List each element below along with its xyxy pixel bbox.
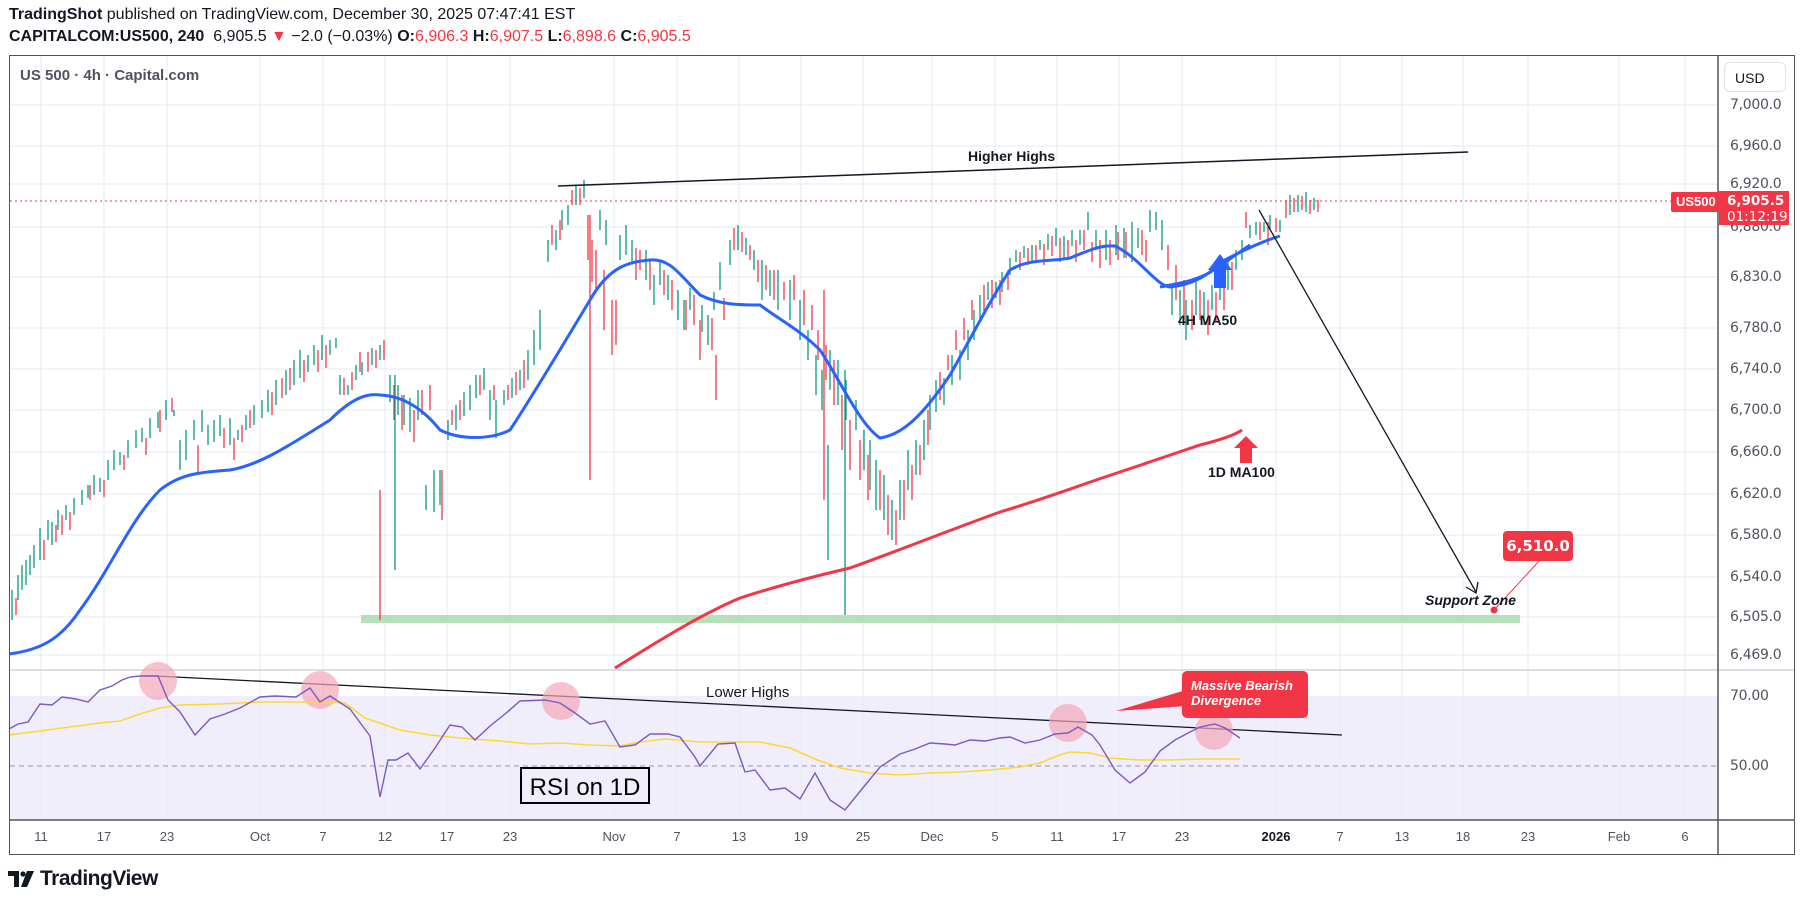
open-value: 6,906.3 <box>414 28 469 45</box>
time-axis-label: 12 <box>377 829 393 844</box>
lower-highs-label[interactable]: Lower Highs <box>706 684 790 701</box>
price-change: −2.0 (−0.03%) <box>291 28 393 45</box>
time-axis-label: Oct <box>249 829 271 844</box>
divergence-line1: Massive Bearish <box>1191 678 1293 693</box>
higher-highs-label[interactable]: Higher Highs <box>968 148 1056 164</box>
grid-vertical <box>40 56 1686 820</box>
rsi-label-box[interactable]: RSI on 1D <box>520 767 650 804</box>
price-axis-label: 7,000.0 <box>1730 97 1782 113</box>
price-axis-label: 6,505.0 <box>1730 609 1782 625</box>
last-price-value: 6,905.5 <box>1727 193 1785 209</box>
open-label: O: <box>397 28 415 45</box>
candles <box>11 180 1319 620</box>
symbol-legend: CAPITALCOM:US500, 240 6,905.5 ▼ −2.0 (−0… <box>9 28 691 46</box>
target-point <box>1490 606 1498 614</box>
rsi-band <box>10 696 1718 820</box>
time-axis-label: 23 <box>1174 829 1190 844</box>
ma100-label[interactable]: 1D MA100 <box>1208 464 1275 480</box>
divergence-line2: Divergence <box>1191 693 1262 708</box>
ma50-label[interactable]: 4H MA50 <box>1178 312 1238 328</box>
time-axis-label: 7 <box>1336 829 1344 844</box>
rsi-line <box>8 675 1241 811</box>
ma50-line[interactable] <box>8 234 1281 656</box>
rsi-axis-label: 70.00 <box>1730 688 1769 704</box>
published-text: published on TradingView.com, December 3… <box>106 6 576 23</box>
time-axis-label: 11 <box>1050 829 1064 844</box>
target-price-tag[interactable]: 6,510.0 <box>1503 531 1573 561</box>
time-axis-label: Feb <box>1607 829 1631 844</box>
high-value: 6,907.5 <box>489 28 544 45</box>
low-value: 6,898.6 <box>562 28 617 45</box>
chart-frame <box>9 55 1795 855</box>
arrowhead-icon <box>1465 581 1479 595</box>
time-axis-label: 13 <box>1394 829 1410 844</box>
low-label: L: <box>547 28 563 45</box>
publish-info: TradingShot published on TradingView.com… <box>9 6 575 24</box>
price-axis-label: 6,620.0 <box>1730 486 1782 502</box>
time-axis-label: 23 <box>502 829 518 844</box>
last-price-tag: 6,905.5 01:12:19 <box>1719 191 1789 225</box>
rsi-axis-label: 50.00 <box>1730 758 1769 774</box>
tradingview-logo-icon <box>8 871 34 887</box>
price-axis-label: 6,830.0 <box>1730 269 1782 285</box>
last-price: 6,905.5 <box>213 28 267 45</box>
time-axis-label: 5 <box>991 829 999 844</box>
down-arrow-icon: ▼ <box>271 28 287 45</box>
projection-arrow[interactable] <box>1258 209 1477 593</box>
time-axis-label: 19 <box>793 829 809 844</box>
callout-pointer <box>1116 690 1186 711</box>
price-axis-label: 6,700.0 <box>1730 402 1782 418</box>
ma50-line-end <box>1159 243 1251 289</box>
bar-countdown: 01:12:19 <box>1727 209 1788 225</box>
time-axis-label: 17 <box>96 829 112 844</box>
time-axis-label: 17 <box>439 829 455 844</box>
logo-text: TradingView <box>40 867 158 890</box>
symbol-name: CAPITALCOM:US500, 240 <box>9 28 205 45</box>
time-axis-label: 17 <box>1111 829 1127 844</box>
higher-highs-trendline[interactable] <box>557 151 1469 187</box>
time-axis-label: Dec <box>920 829 944 844</box>
time-axis-label: 23 <box>1520 829 1536 844</box>
time-axis-label: 7 <box>673 829 681 844</box>
support-zone-label[interactable]: Support Zone <box>1425 592 1516 608</box>
time-axis-label: 13 <box>731 829 747 844</box>
lower-highs-trendline[interactable] <box>154 675 1343 736</box>
currency-button[interactable]: USD <box>1724 62 1786 92</box>
high-label: H: <box>472 28 490 45</box>
price-axis-label: 6,920.0 <box>1730 176 1782 192</box>
price-axis-label: 6,540.0 <box>1730 569 1782 585</box>
time-axis-label: 6 <box>1681 829 1689 844</box>
time-axis-label: 25 <box>855 829 871 844</box>
up-arrow-icon <box>1234 436 1258 463</box>
time-axis-label: 18 <box>1455 829 1471 844</box>
tradingview-logo[interactable]: TradingView <box>8 867 158 891</box>
close-value: 6,905.5 <box>637 28 691 45</box>
price-axis-label: 6,469.0 <box>1730 647 1782 663</box>
time-axis-label: 11 <box>34 829 48 844</box>
support-zone[interactable] <box>361 615 1520 623</box>
rsi-peak-markers <box>139 662 1233 750</box>
time-axis-label: Nov <box>602 829 626 844</box>
price-axis-label: 6,960.0 <box>1730 138 1782 154</box>
time-axis-label: 7 <box>319 829 327 844</box>
time-axis-label: 2026 <box>1261 829 1291 844</box>
ma100-line[interactable] <box>614 428 1243 670</box>
close-label: C: <box>620 28 638 45</box>
price-axis-label: 6,740.0 <box>1730 361 1782 377</box>
publisher-name: TradingShot <box>9 6 103 23</box>
up-arrow-icon <box>1208 254 1232 288</box>
symbol-price-tag: US500 <box>1671 192 1721 212</box>
pane-title: US 500 · 4h · Capital.com <box>20 67 200 84</box>
target-connector <box>1493 559 1541 611</box>
divergence-callout[interactable]: Massive Bearish Divergence <box>1182 671 1308 718</box>
price-axis-label: 6,660.0 <box>1730 444 1782 460</box>
price-axis-label: 6,580.0 <box>1730 527 1782 543</box>
time-axis-label: 23 <box>159 829 175 844</box>
price-axis-label: 6,780.0 <box>1730 320 1782 336</box>
